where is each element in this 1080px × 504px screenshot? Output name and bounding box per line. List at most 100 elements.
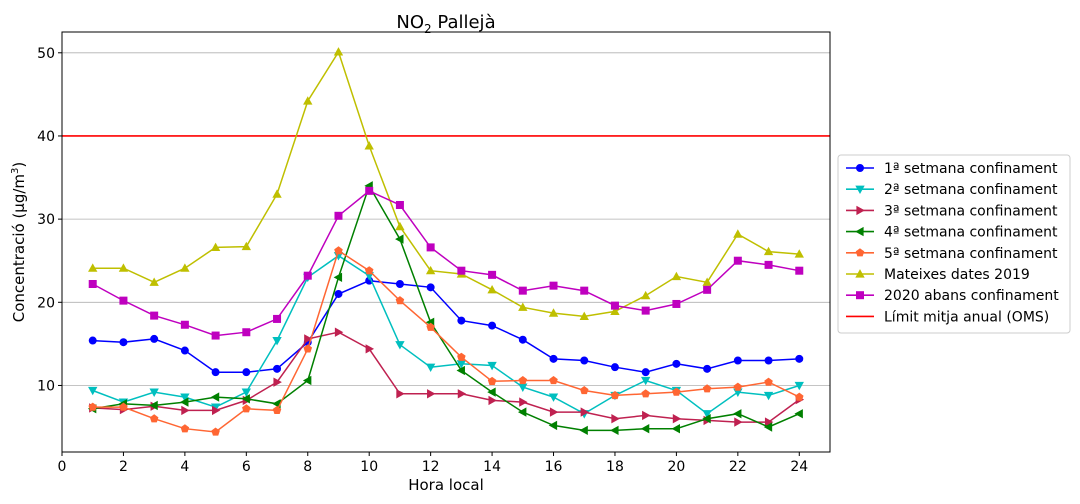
legend-item: Límit mitja anual (OMS) <box>846 309 1049 325</box>
legend-box <box>837 154 1071 334</box>
data-point <box>88 263 98 272</box>
data-point <box>272 336 282 346</box>
legend-item: 1ª setmana confinament <box>846 161 1058 177</box>
data-point <box>610 301 619 310</box>
data-point <box>181 405 190 416</box>
y-tick-label: 40 <box>37 129 55 145</box>
data-point <box>764 260 773 269</box>
data-point <box>211 331 220 340</box>
data-point <box>334 289 343 298</box>
data-point <box>733 409 742 419</box>
x-tick-label: 6 <box>242 459 251 475</box>
data-point <box>672 359 681 368</box>
data-point <box>487 387 496 397</box>
data-point <box>334 211 343 220</box>
data-point <box>763 422 773 432</box>
data-point <box>795 354 804 363</box>
data-point <box>426 322 435 331</box>
grid-lines <box>62 52 830 386</box>
legend-marker <box>855 185 865 195</box>
data-point <box>118 263 129 272</box>
data-point <box>241 241 251 251</box>
data-point <box>579 425 588 436</box>
legend-label: 1ª setmana confinament <box>884 161 1058 177</box>
data-point <box>334 327 344 337</box>
legend-label: 3ª setmana confinament <box>884 203 1058 219</box>
data-point <box>395 279 404 288</box>
data-point <box>150 311 159 320</box>
data-point <box>703 285 712 294</box>
legend-label: 2020 abans confinament <box>884 288 1059 304</box>
data-point <box>549 407 559 417</box>
data-point <box>579 311 589 321</box>
series-6 <box>88 47 804 321</box>
legend-marker <box>855 248 865 257</box>
data-point <box>518 286 527 295</box>
data-point <box>457 316 466 325</box>
data-point <box>210 392 220 402</box>
data-point <box>210 242 221 252</box>
data-point <box>733 256 742 265</box>
data-point <box>610 306 620 316</box>
data-point <box>427 389 436 399</box>
data-point <box>395 296 405 305</box>
data-point <box>303 271 312 280</box>
title-rest: Pallejà <box>432 12 496 33</box>
data-point <box>242 368 251 377</box>
data-point <box>487 361 497 371</box>
data-point <box>303 96 313 105</box>
series-5 <box>88 246 804 436</box>
legend-marker <box>856 205 865 216</box>
legend-marker <box>856 291 865 300</box>
data-point <box>119 402 128 411</box>
data-point <box>580 356 589 365</box>
data-point <box>396 389 405 399</box>
data-point <box>549 354 558 363</box>
data-point <box>702 384 712 393</box>
data-point <box>671 424 680 434</box>
data-point <box>273 364 282 373</box>
series-7 <box>88 186 804 340</box>
data-point <box>580 407 590 417</box>
data-point <box>794 381 804 391</box>
data-point <box>641 376 651 386</box>
data-point <box>763 391 774 401</box>
data-point <box>180 263 190 272</box>
data-point <box>365 344 375 354</box>
data-point <box>671 271 682 281</box>
legend-item: Mateixes dates 2019 <box>846 267 1030 283</box>
data-point <box>457 389 467 399</box>
y-tick-label: 20 <box>37 295 55 311</box>
data-point <box>488 270 497 279</box>
legend-marker <box>855 269 865 278</box>
data-point <box>795 266 804 275</box>
series-line <box>92 279 800 373</box>
data-point <box>795 392 804 401</box>
data-point <box>272 189 282 198</box>
data-point <box>733 229 743 238</box>
series-4 <box>87 181 803 436</box>
data-point <box>764 377 773 386</box>
data-point <box>242 328 251 337</box>
data-point <box>302 375 312 386</box>
y-axis-label-main: Concentració (µg/m <box>10 174 28 322</box>
data-point <box>304 334 313 344</box>
data-point <box>610 390 620 400</box>
data-point <box>149 277 159 286</box>
data-point <box>549 375 558 385</box>
data-point <box>333 47 344 56</box>
data-point <box>180 397 189 407</box>
legend-marker <box>855 226 864 237</box>
data-point <box>487 284 497 294</box>
x-tick-label: 0 <box>58 459 67 475</box>
data-point <box>88 386 98 396</box>
data-point <box>549 281 558 290</box>
legend-label: Mateixes dates 2019 <box>884 267 1030 283</box>
data-point <box>273 314 282 323</box>
x-tick-label: 12 <box>422 459 440 475</box>
legend-item: 5ª setmana confinament <box>846 246 1058 262</box>
data-point <box>119 338 128 347</box>
data-point <box>764 356 773 365</box>
